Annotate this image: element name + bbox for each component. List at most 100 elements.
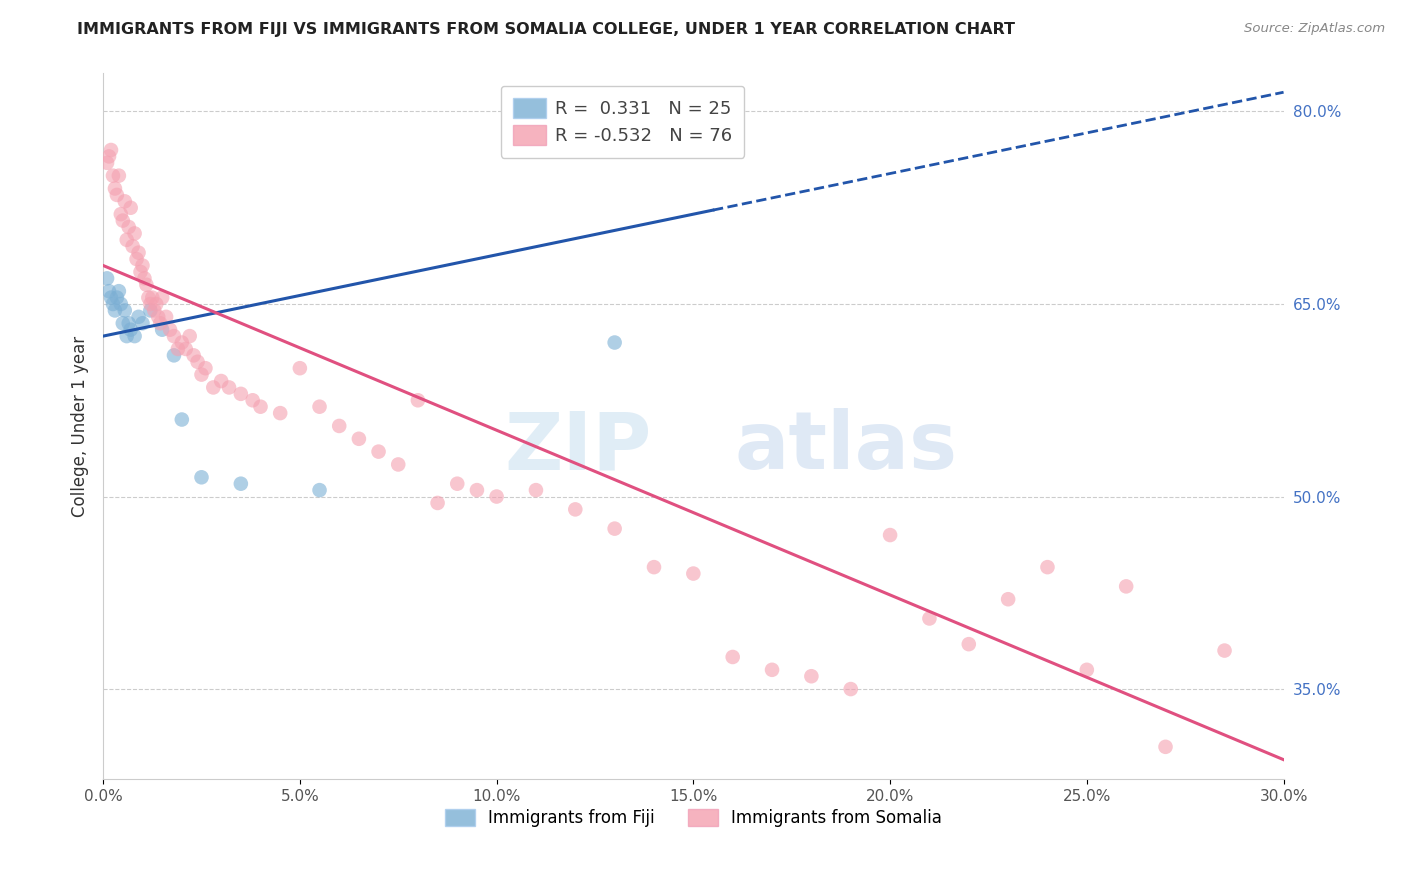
Point bbox=[125, 252, 148, 266]
Point bbox=[167, 342, 190, 356]
Point bbox=[242, 393, 264, 408]
Point bbox=[139, 297, 162, 311]
Point bbox=[163, 348, 186, 362]
Point bbox=[100, 143, 122, 157]
Point bbox=[603, 522, 626, 536]
Point bbox=[118, 316, 141, 330]
Point bbox=[187, 355, 209, 369]
Point bbox=[148, 310, 170, 324]
Point bbox=[190, 368, 212, 382]
Point bbox=[839, 682, 862, 697]
Point bbox=[96, 156, 118, 170]
Point bbox=[110, 297, 132, 311]
Point bbox=[145, 297, 167, 311]
Point bbox=[111, 213, 134, 227]
Point bbox=[98, 149, 121, 163]
Point bbox=[1036, 560, 1059, 574]
Point bbox=[957, 637, 980, 651]
Point bbox=[485, 490, 508, 504]
Point bbox=[308, 400, 330, 414]
Point bbox=[229, 476, 252, 491]
Point bbox=[183, 348, 205, 362]
Text: atlas: atlas bbox=[735, 409, 957, 486]
Point bbox=[446, 476, 468, 491]
Point bbox=[1154, 739, 1177, 754]
Text: IMMIGRANTS FROM FIJI VS IMMIGRANTS FROM SOMALIA COLLEGE, UNDER 1 YEAR CORRELATIO: IMMIGRANTS FROM FIJI VS IMMIGRANTS FROM … bbox=[77, 22, 1015, 37]
Point bbox=[120, 201, 142, 215]
Point bbox=[387, 458, 409, 472]
Point bbox=[155, 310, 177, 324]
Point bbox=[114, 303, 136, 318]
Point bbox=[1076, 663, 1098, 677]
Text: ZIP: ZIP bbox=[505, 409, 652, 486]
Point bbox=[800, 669, 823, 683]
Point bbox=[131, 316, 153, 330]
Point bbox=[218, 380, 240, 394]
Point bbox=[111, 316, 134, 330]
Point bbox=[367, 444, 389, 458]
Point bbox=[129, 265, 152, 279]
Point bbox=[131, 259, 153, 273]
Point bbox=[120, 323, 142, 337]
Point bbox=[135, 277, 157, 292]
Point bbox=[406, 393, 429, 408]
Point bbox=[118, 219, 141, 234]
Point bbox=[194, 361, 217, 376]
Point bbox=[150, 323, 173, 337]
Point bbox=[997, 592, 1019, 607]
Point bbox=[190, 470, 212, 484]
Point bbox=[115, 329, 138, 343]
Point bbox=[139, 303, 162, 318]
Point bbox=[105, 188, 128, 202]
Point bbox=[918, 611, 941, 625]
Point bbox=[288, 361, 311, 376]
Point bbox=[347, 432, 370, 446]
Point bbox=[174, 342, 197, 356]
Point bbox=[159, 323, 181, 337]
Point bbox=[141, 291, 163, 305]
Point bbox=[108, 169, 131, 183]
Point bbox=[110, 207, 132, 221]
Point bbox=[308, 483, 330, 497]
Point bbox=[134, 271, 156, 285]
Point bbox=[114, 194, 136, 209]
Point bbox=[104, 181, 127, 195]
Point bbox=[170, 412, 193, 426]
Point bbox=[209, 374, 232, 388]
Point bbox=[229, 387, 252, 401]
Point bbox=[564, 502, 586, 516]
Point bbox=[108, 284, 131, 298]
Point bbox=[128, 245, 150, 260]
Point bbox=[98, 284, 121, 298]
Point bbox=[1115, 579, 1137, 593]
Legend: Immigrants from Fiji, Immigrants from Somalia: Immigrants from Fiji, Immigrants from So… bbox=[437, 803, 949, 834]
Point bbox=[721, 650, 744, 665]
Point bbox=[170, 335, 193, 350]
Point bbox=[163, 329, 186, 343]
Point bbox=[96, 271, 118, 285]
Point bbox=[269, 406, 291, 420]
Point bbox=[761, 663, 783, 677]
Point bbox=[128, 310, 150, 324]
Point bbox=[143, 303, 166, 318]
Point bbox=[702, 92, 724, 106]
Y-axis label: College, Under 1 year: College, Under 1 year bbox=[72, 335, 89, 516]
Point bbox=[124, 329, 146, 343]
Point bbox=[328, 419, 350, 434]
Text: Source: ZipAtlas.com: Source: ZipAtlas.com bbox=[1244, 22, 1385, 36]
Point bbox=[465, 483, 488, 497]
Point bbox=[682, 566, 704, 581]
Point bbox=[100, 291, 122, 305]
Point bbox=[101, 169, 124, 183]
Point bbox=[105, 291, 128, 305]
Point bbox=[643, 560, 665, 574]
Point bbox=[149, 316, 172, 330]
Point bbox=[104, 303, 127, 318]
Point bbox=[603, 335, 626, 350]
Point bbox=[179, 329, 201, 343]
Point bbox=[202, 380, 225, 394]
Point bbox=[524, 483, 547, 497]
Point bbox=[101, 297, 124, 311]
Point bbox=[124, 227, 146, 241]
Point bbox=[426, 496, 449, 510]
